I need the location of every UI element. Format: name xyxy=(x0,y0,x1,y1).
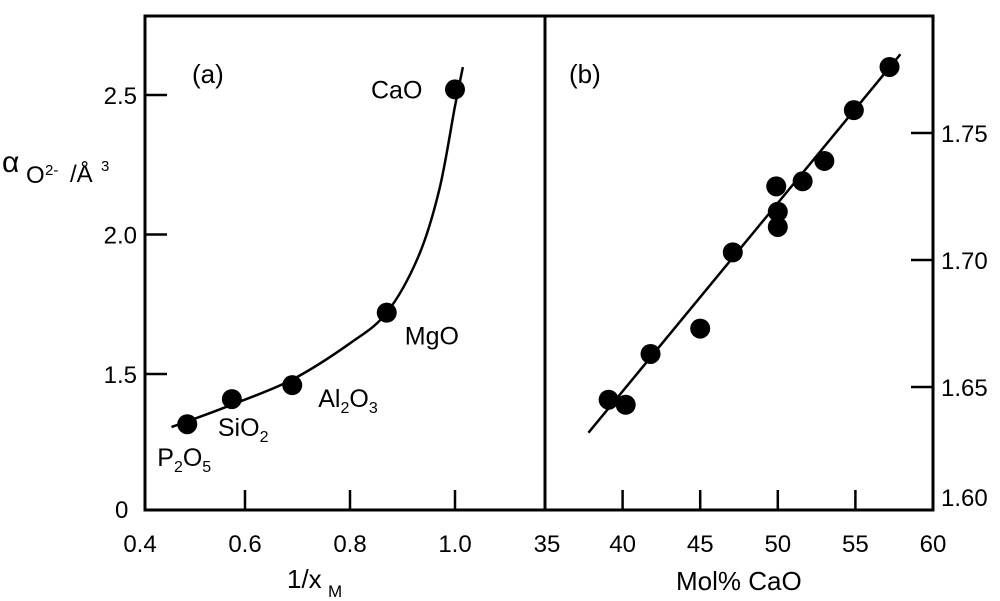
ylabel-unit-sup: 3 xyxy=(101,158,109,175)
y-tick-label-a: 1.5 xyxy=(104,362,137,389)
data-point-a xyxy=(445,79,465,100)
x-tick-label-b: 55 xyxy=(842,531,869,558)
ylabel-unit: /Å xyxy=(70,160,93,188)
ylabel-sub: O xyxy=(26,162,45,189)
data-point-b xyxy=(879,56,900,77)
panel-a-y-axis-title: α O 2- /Å 3 xyxy=(2,146,109,189)
panel-b-label: (b) xyxy=(569,59,601,89)
ylabel-sup: 2- xyxy=(45,162,58,179)
data-point-b xyxy=(615,394,636,415)
point-label-p2o5: P2O5 xyxy=(157,444,211,476)
x-tick-label-b: 40 xyxy=(609,531,636,558)
x-tick-label-a: 0.6 xyxy=(228,531,261,558)
panel-b-plot: 35 40 45 50 55 60 1.60 1.65 1.70 1.75 xyxy=(534,53,988,558)
data-point-b xyxy=(640,343,661,364)
panel-a-label: (a) xyxy=(192,59,224,89)
alpha-symbol: α xyxy=(2,146,19,179)
y-tick-label-b: 1.65 xyxy=(941,375,988,402)
point-label-al2o3: Al2O3 xyxy=(318,385,378,417)
x-tick-label-b: 60 xyxy=(920,531,947,558)
data-point-b xyxy=(792,171,813,192)
xlabel-a: 1/x xyxy=(287,564,322,594)
point-label-cao: CaO xyxy=(371,76,422,104)
data-point-b xyxy=(690,318,711,339)
data-point-b xyxy=(767,216,788,237)
y-tick-label-a: 2.0 xyxy=(104,223,137,250)
panel-a-frame xyxy=(143,14,547,512)
y-tick-label-b: 1.70 xyxy=(941,248,988,275)
x-tick-label-a: 1.0 xyxy=(438,531,471,558)
data-point-b xyxy=(843,100,864,121)
data-point-b xyxy=(598,389,619,410)
data-point-b xyxy=(814,150,835,171)
x-tick-label-b: 50 xyxy=(764,531,791,558)
x-tick-label-a: 0.8 xyxy=(333,531,366,558)
xlabel-a-sub: M xyxy=(328,582,342,601)
x-tick-label-b: 35 xyxy=(534,531,561,558)
x-tick-label-b: 45 xyxy=(687,531,714,558)
data-point-b xyxy=(767,201,788,222)
y-origin-label: 0 xyxy=(115,497,128,524)
data-point-a xyxy=(177,414,198,435)
panel-b-frame xyxy=(543,14,935,512)
point-label-mgo: MgO xyxy=(405,323,459,351)
data-point-b xyxy=(766,176,787,197)
data-point-a xyxy=(282,375,303,396)
data-point-a xyxy=(376,302,397,323)
data-point-b xyxy=(722,242,743,263)
fit-curve-a xyxy=(171,66,465,429)
point-label-sio2: SiO2 xyxy=(218,414,269,446)
data-point-a xyxy=(221,389,242,410)
x-tick-label-a: 0.4 xyxy=(123,531,156,558)
xlabel-b: Mol% CaO xyxy=(676,566,802,596)
y-tick-label-b: 1.75 xyxy=(941,121,988,148)
panel-a-x-axis-title: 1/x M xyxy=(287,564,342,601)
y-tick-label-a: 2.5 xyxy=(104,83,137,110)
y-tick-label-b: 1.60 xyxy=(941,485,988,512)
